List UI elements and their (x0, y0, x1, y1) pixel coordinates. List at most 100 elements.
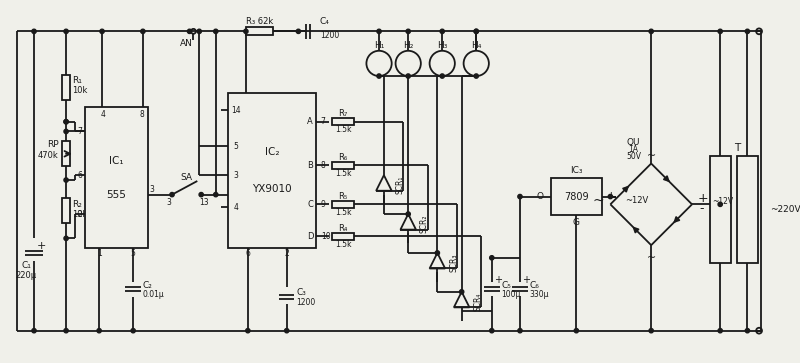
Text: IC₂: IC₂ (265, 147, 279, 157)
Text: ~: ~ (646, 253, 656, 263)
Text: 1200: 1200 (297, 298, 316, 307)
Text: +: + (37, 241, 46, 251)
Text: ~220V: ~220V (770, 205, 800, 214)
Text: +: + (494, 275, 502, 285)
Bar (332, 118, 354, 125)
Circle shape (97, 329, 102, 333)
Circle shape (395, 51, 421, 76)
Circle shape (746, 329, 750, 333)
Circle shape (246, 329, 250, 333)
Text: 1.5k: 1.5k (335, 208, 351, 217)
Text: -: - (700, 202, 704, 215)
Circle shape (474, 29, 478, 33)
Text: 3: 3 (234, 171, 238, 180)
Text: R₄: R₄ (338, 224, 348, 233)
Circle shape (430, 51, 455, 76)
Text: 555: 555 (106, 189, 126, 200)
Bar (62, 141, 70, 166)
Text: 8: 8 (139, 110, 144, 119)
Text: IC₁: IC₁ (109, 156, 123, 166)
Circle shape (64, 236, 68, 241)
Text: 2: 2 (78, 209, 82, 219)
Text: SCR₄: SCR₄ (474, 292, 482, 311)
Text: 6: 6 (246, 249, 250, 258)
Text: C: C (307, 200, 313, 209)
Bar (332, 162, 354, 169)
Text: 9: 9 (321, 200, 326, 209)
Text: A: A (307, 117, 313, 126)
Circle shape (518, 329, 522, 333)
Bar (710, 156, 731, 263)
Text: YX9010: YX9010 (252, 184, 292, 194)
Text: R₆: R₆ (338, 153, 348, 162)
Circle shape (64, 119, 68, 124)
Circle shape (214, 29, 218, 33)
Text: 7809: 7809 (564, 192, 589, 201)
Circle shape (440, 74, 444, 78)
Text: 7: 7 (321, 117, 326, 126)
Text: 50V: 50V (626, 152, 641, 161)
Circle shape (64, 329, 68, 333)
Text: 10k: 10k (72, 86, 87, 95)
Text: 0.01μ: 0.01μ (143, 290, 165, 299)
Text: 5: 5 (130, 249, 135, 258)
Text: 5: 5 (234, 142, 238, 151)
Text: H₂: H₂ (403, 41, 414, 50)
Text: 13: 13 (199, 198, 209, 207)
Text: 1.5k: 1.5k (335, 125, 351, 134)
Circle shape (718, 202, 722, 207)
Circle shape (377, 74, 381, 78)
Circle shape (406, 74, 410, 78)
Circle shape (199, 192, 203, 197)
Bar (62, 75, 70, 100)
Circle shape (100, 29, 104, 33)
Bar (332, 201, 354, 208)
Text: IC₃: IC₃ (570, 166, 582, 175)
Text: 4: 4 (234, 203, 238, 212)
Text: ~: ~ (646, 151, 656, 161)
Text: 10: 10 (321, 232, 330, 241)
Text: 1: 1 (97, 249, 102, 258)
Bar (551, 178, 602, 215)
Bar (737, 156, 758, 263)
Text: 3: 3 (150, 185, 154, 194)
Text: 220μ: 220μ (16, 271, 37, 280)
Circle shape (459, 290, 464, 294)
Text: 4: 4 (101, 110, 106, 119)
Text: R₂: R₂ (72, 200, 82, 209)
Circle shape (649, 29, 654, 33)
Circle shape (131, 329, 135, 333)
Circle shape (285, 329, 289, 333)
Text: B: B (307, 161, 313, 170)
Circle shape (64, 129, 68, 134)
Text: SCR₃: SCR₃ (449, 253, 458, 272)
Text: T: T (734, 143, 740, 153)
Bar (62, 197, 70, 223)
Text: 1A: 1A (629, 146, 638, 154)
Text: 7: 7 (78, 127, 82, 136)
Circle shape (32, 29, 36, 33)
Circle shape (32, 329, 36, 333)
Text: 2: 2 (284, 249, 289, 258)
Text: 14: 14 (231, 106, 241, 115)
Circle shape (718, 29, 722, 33)
Circle shape (574, 329, 578, 333)
Text: H₄: H₄ (471, 41, 482, 50)
Text: SA: SA (181, 173, 193, 182)
Circle shape (214, 192, 218, 197)
Text: 8: 8 (321, 161, 326, 170)
Text: AN: AN (180, 38, 193, 48)
Text: RP: RP (46, 140, 58, 148)
Text: SCR₂: SCR₂ (420, 215, 429, 233)
Text: QU: QU (627, 138, 641, 147)
Text: C₃: C₃ (297, 288, 306, 297)
Text: ~12V: ~12V (625, 196, 648, 205)
Text: 10k: 10k (72, 209, 87, 219)
Text: 1.5k: 1.5k (335, 169, 351, 178)
Circle shape (64, 178, 68, 182)
Text: 1200: 1200 (320, 31, 339, 40)
Circle shape (474, 74, 478, 78)
Text: C₁: C₁ (22, 261, 31, 270)
Circle shape (518, 195, 522, 199)
Circle shape (141, 29, 145, 33)
